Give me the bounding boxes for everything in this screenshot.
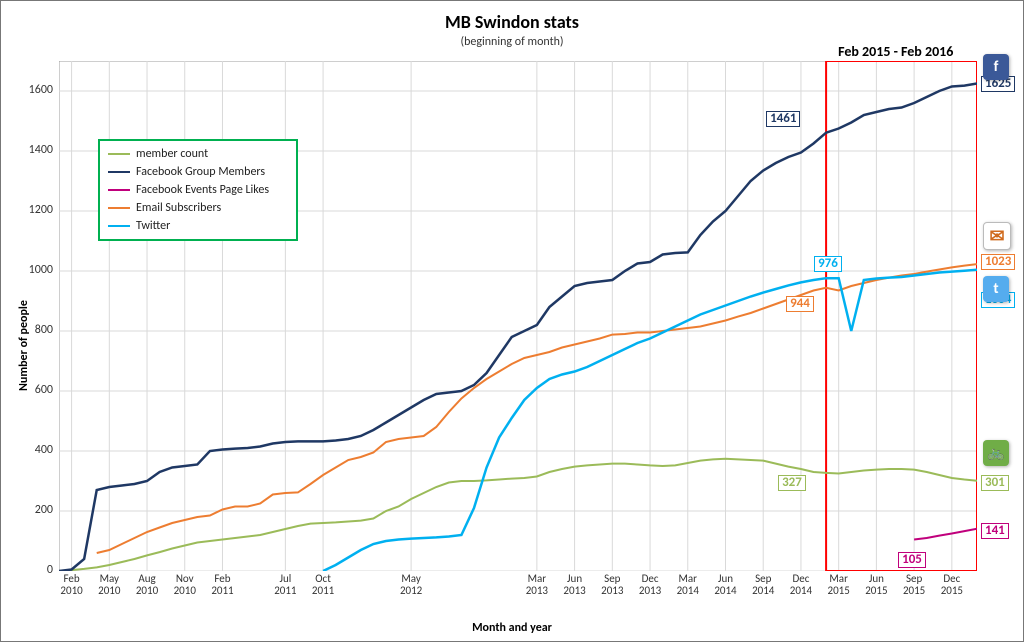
plot-area [59, 61, 977, 571]
legend-label: Facebook Group Members [136, 165, 265, 179]
highlight-period-title: Feb 2015 - Feb 2016 [838, 43, 953, 60]
legend-swatch [108, 171, 130, 173]
legend-label: member count [136, 147, 208, 161]
x-axis-ticks: Feb2010May2010Aug2010Nov2010Feb2011Jul20… [59, 573, 977, 605]
legend-label: Email Subscribers [136, 201, 221, 215]
y-tick-label: 800 [35, 323, 53, 337]
y-axis-label: Number of people [17, 300, 31, 391]
data-label: 976 [814, 256, 842, 272]
y-tick-label: 1200 [29, 203, 53, 217]
legend-swatch [108, 207, 130, 209]
x-tick-label: May2012 [386, 573, 436, 597]
legend-item: member count [108, 145, 288, 163]
data-label: 1023 [981, 254, 1015, 270]
y-tick-label: 400 [35, 443, 53, 457]
y-tick-label: 1000 [29, 263, 53, 277]
legend: member count Facebook Group Members Facebo… [98, 139, 298, 241]
email-icon: ✉ [983, 222, 1011, 250]
legend-item: Email Subscribers [108, 199, 288, 217]
legend-swatch [108, 153, 130, 155]
facebook-icon: f [983, 54, 1009, 80]
twitter-icon: t [983, 276, 1009, 302]
legend-swatch [108, 225, 130, 227]
legend-label: Facebook Events Page Likes [136, 183, 269, 197]
legend-item: Facebook Events Page Likes [108, 181, 288, 199]
data-label: 327 [778, 475, 806, 491]
x-axis-label: Month and year [1, 621, 1023, 635]
chart-title: MB Swindon stats [1, 11, 1023, 33]
y-tick-label: 600 [35, 383, 53, 397]
data-label: 141 [981, 523, 1009, 539]
y-tick-label: 1600 [29, 83, 53, 97]
legend-item: Facebook Group Members [108, 163, 288, 181]
legend-swatch [108, 189, 130, 191]
chart-container: MB Swindon stats (beginning of month) Nu… [0, 0, 1024, 642]
x-tick-label: Feb2011 [197, 573, 247, 597]
data-label: 301 [981, 475, 1009, 491]
legend-label: Twitter [136, 219, 170, 233]
data-label: 944 [786, 296, 814, 312]
x-tick-label: Oct2011 [298, 573, 348, 597]
data-label: 105 [898, 552, 926, 568]
legend-item: Twitter [108, 217, 288, 235]
y-tick-label: 200 [35, 503, 53, 517]
bike-icon: 🚲 [983, 440, 1009, 466]
data-label: 1461 [766, 111, 800, 127]
x-tick-label: Dec2015 [927, 573, 977, 597]
y-tick-label: 0 [47, 563, 53, 577]
y-tick-label: 1400 [29, 143, 53, 157]
